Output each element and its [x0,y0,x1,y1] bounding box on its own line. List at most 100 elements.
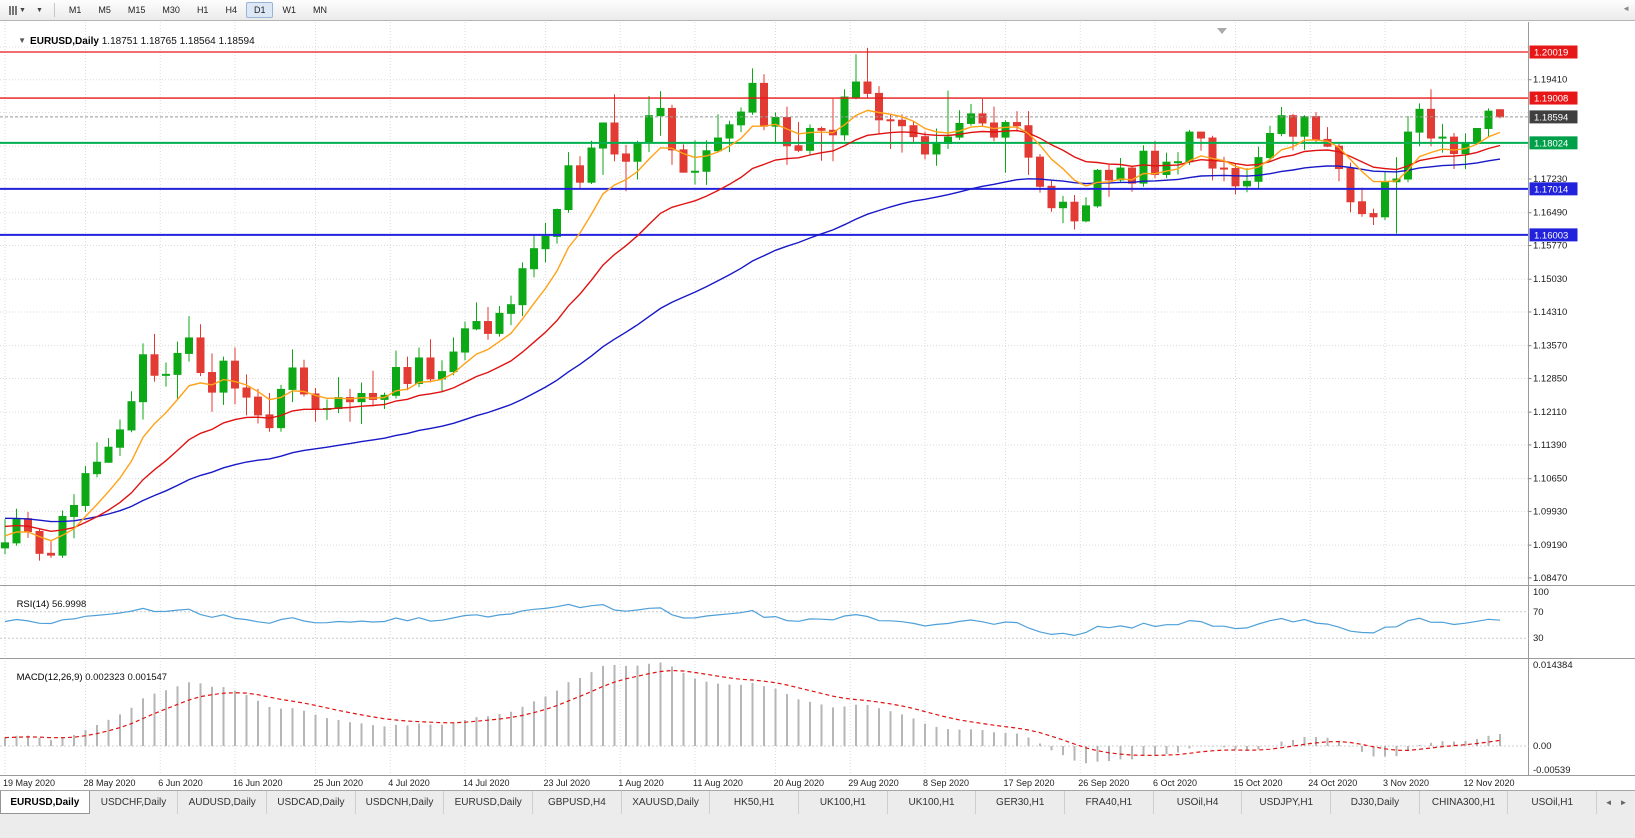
tab-scroll-left-icon[interactable]: ◄ [1604,798,1613,807]
timeframe-button-h1[interactable]: H1 [196,5,209,15]
chart-tab-usdcad-daily[interactable]: USDCAD,Daily [267,791,356,814]
svg-text:1.19410: 1.19410 [1533,75,1567,86]
svg-text:1.20019: 1.20019 [1534,48,1568,59]
svg-text:26 Sep 2020: 26 Sep 2020 [1078,778,1129,788]
chart-tab-china300-h1[interactable]: CHINA300,H1 [1420,791,1509,814]
chart-tab-usoil-h4[interactable]: USOil,H4 [1154,791,1243,814]
timeframe-button-w1[interactable]: W1 [282,5,296,15]
svg-text:1.10650: 1.10650 [1533,474,1567,485]
chevron-down-icon: ▼ [19,6,26,14]
one-click-trading-icon[interactable]: ▼ [18,36,27,45]
price-axis[interactable]: 1.19410 1.17230 1.16490 1.15770 1.15030 1.143… [1528,45,1578,776]
chart-tab-fra40-h1[interactable]: FRA40,H1 [1065,791,1154,814]
timeframe-button-m30[interactable]: M30 [162,5,180,15]
svg-text:1.09190: 1.09190 [1533,540,1567,551]
svg-text:70: 70 [1533,607,1544,618]
svg-text:30: 30 [1533,633,1544,644]
chart-tab-dj30-daily[interactable]: DJ30,Daily [1331,791,1420,814]
macd-name: MACD(12,26,9) [16,672,83,683]
svg-text:11 Aug 2020: 11 Aug 2020 [693,778,743,788]
chart-tab-usdchf-daily[interactable]: USDCHF,Daily [90,791,179,814]
chart-tabbar: EURUSD,Daily USDCHF,Daily AUDUSD,Daily USDC… [0,790,1635,814]
timeframe-button-d1[interactable]: D1 [245,2,274,18]
svg-text:1.19008: 1.19008 [1534,94,1568,105]
macd-values: 0.002323 0.001547 [85,672,168,683]
chart-ohlc-values: 1.18751 1.18765 1.18564 1.18594 [101,36,255,47]
chart-tab-usdcnh-daily[interactable]: USDCNH,Daily [356,791,445,814]
chart-window[interactable]: 1.19410 1.17230 1.16490 1.15770 1.15030 1.143… [0,0,1635,790]
timeframe-button-m1[interactable]: M1 [68,5,82,15]
svg-text:14 Jul 2020: 14 Jul 2020 [463,778,510,788]
chart-tab-uk100-h1[interactable]: UK100,H1 [799,791,888,814]
svg-text:3 Nov 2020: 3 Nov 2020 [1383,778,1429,788]
ma-mid-line [4,129,1501,533]
chart-type-button[interactable]: ▼ [4,3,31,18]
svg-text:1.08470: 1.08470 [1533,573,1567,584]
bottom-filler [0,814,1635,838]
svg-text:4 Jul 2020: 4 Jul 2020 [388,778,430,788]
svg-text:0.014384: 0.014384 [1533,660,1573,671]
svg-text:8 Sep 2020: 8 Sep 2020 [923,778,969,788]
chart-tab-eurusd-daily[interactable]: EURUSD,Daily [444,791,534,814]
svg-text:20 Aug 2020: 20 Aug 2020 [774,778,825,788]
period-dropdown-button[interactable]: ▼ [31,4,48,17]
chart-tab-gbpusd-h4[interactable]: GBPUSD,H4 [533,791,622,814]
date-axis[interactable]: 19 May 2020 28 May 2020 6 Jun 2020 16 Jun 2… [3,778,1515,788]
chart-tab-eurusd-daily[interactable]: EURUSD,Daily [0,791,90,814]
rsi-value: 56.9998 [51,599,87,610]
chart-grid [0,22,1529,775]
chart-tab-hk50-h1[interactable]: HK50,H1 [710,791,800,814]
chart-tab-ger30-h1[interactable]: GER30,H1 [976,791,1066,814]
current-price-badge [1529,110,1578,124]
svg-text:17 Sep 2020: 17 Sep 2020 [1004,778,1055,788]
chart-ohlc-readout: ▼ EURUSD,Daily 1.18751 1.18765 1.18564 1.… [7,25,255,58]
tab-scroll-controls: ◄ ► [1597,791,1635,814]
svg-text:15 Oct 2020: 15 Oct 2020 [1234,778,1283,788]
horizontal-line-objects[interactable] [0,51,1529,236]
price-level-badge [1529,91,1578,105]
svg-text:29 Aug 2020: 29 Aug 2020 [848,778,899,788]
chart-symbol-period: EURUSD,Daily [30,36,99,47]
macd-indicator-label: MACD(12,26,9) 0.002323 0.001547 [6,661,168,694]
timeframe-button-m15[interactable]: M15 [127,5,146,15]
svg-text:1.12850: 1.12850 [1533,373,1567,384]
timeframe-button-m5[interactable]: M5 [98,5,111,15]
svg-text:19 May 2020: 19 May 2020 [3,778,55,788]
svg-text:6 Oct 2020: 6 Oct 2020 [1153,778,1197,788]
timeframe-buttons: M1 M5 M15 M30 H1 H4 D1 W1 MN [61,2,335,18]
chart-tab-usoil-h1[interactable]: USOil,H1 [1508,791,1598,814]
chart-tabs: EURUSD,Daily USDCHF,Daily AUDUSD,Daily USDC… [0,791,1598,814]
chart-tab-uk100-h1[interactable]: UK100,H1 [888,791,977,814]
svg-text:1.16003: 1.16003 [1534,230,1568,241]
timeframe-button-mn[interactable]: MN [312,5,327,15]
svg-text:1.11390: 1.11390 [1533,440,1567,451]
svg-text:1.14310: 1.14310 [1533,307,1567,318]
svg-text:0.00: 0.00 [1533,741,1552,752]
svg-text:1.18024: 1.18024 [1534,138,1568,149]
moving-average-lines [4,109,1501,542]
svg-text:1.15030: 1.15030 [1533,274,1567,285]
candlesticks [1,47,1504,561]
rsi-line [4,603,1501,637]
chart-tab-usdjpy-h1[interactable]: USDJPY,H1 [1242,791,1332,814]
rsi-indicator-label: RSI(14) 56.9998 [6,588,87,621]
tab-scroll-right-icon[interactable]: ► [1619,798,1628,807]
rsi-name: RSI(14) [16,599,50,610]
chart-shift-marker[interactable] [1217,28,1227,34]
ma-slow-line [4,158,1501,523]
svg-text:23 Jul 2020: 23 Jul 2020 [544,778,591,788]
chart-tab-xauusd-daily[interactable]: XAUUSD,Daily [622,791,711,814]
svg-text:1.09930: 1.09930 [1533,506,1567,517]
chart-canvas[interactable]: 1.19410 1.17230 1.16490 1.15770 1.15030 1.143… [0,0,1635,790]
svg-text:1.13570: 1.13570 [1533,341,1567,352]
chart-tab-audusd-daily[interactable]: AUDUSD,Daily [178,791,268,814]
timeframe-button-h4[interactable]: H4 [225,5,237,15]
macd-histogram [4,662,1501,764]
price-level-badge [1529,136,1578,150]
ma-fast-line [4,109,1501,542]
svg-text:16 Jun 2020: 16 Jun 2020 [233,778,283,788]
toolbar-overflow-icon[interactable]: ◄ [1622,4,1630,13]
svg-text:-0.00539: -0.00539 [1533,765,1571,776]
svg-text:1.17230: 1.17230 [1533,174,1567,185]
price-level-badge [1529,228,1578,242]
